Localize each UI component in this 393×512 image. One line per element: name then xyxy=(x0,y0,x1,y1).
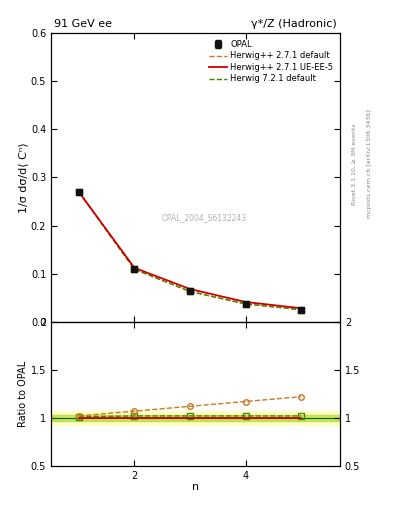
Herwig++ 2.7.1 UE-EE-5 xyxy=(132,265,137,271)
Herwig++ 2.7.1 default xyxy=(77,189,81,195)
Line: Herwig 7.2.1 default: Herwig 7.2.1 default xyxy=(79,192,301,310)
Herwig++ 2.7.1 default xyxy=(187,288,192,294)
Legend: OPAL, Herwig++ 2.7.1 default, Herwig++ 2.7.1 UE-EE-5, Herwig 7.2.1 default: OPAL, Herwig++ 2.7.1 default, Herwig++ 2… xyxy=(206,37,336,86)
Herwig 7.2.1 default xyxy=(77,189,81,195)
Herwig++ 2.7.1 default xyxy=(243,301,248,307)
Text: Rivet 3.1.10, ≥ 3M events: Rivet 3.1.10, ≥ 3M events xyxy=(352,123,357,205)
Bar xyxy=(51,411,340,424)
Text: 91 GeV ee: 91 GeV ee xyxy=(54,19,112,29)
Line: Herwig++ 2.7.1 UE-EE-5: Herwig++ 2.7.1 UE-EE-5 xyxy=(79,192,301,308)
Herwig++ 2.7.1 UE-EE-5 xyxy=(77,189,81,195)
Herwig 7.2.1 default xyxy=(132,266,137,272)
X-axis label: n: n xyxy=(192,482,199,492)
Y-axis label: Ratio to OPAL: Ratio to OPAL xyxy=(18,360,28,427)
Text: mcplots.cern.ch [arXiv:1306.3436]: mcplots.cern.ch [arXiv:1306.3436] xyxy=(367,110,373,218)
Text: γ*/Z (Hadronic): γ*/Z (Hadronic) xyxy=(251,19,337,29)
Herwig++ 2.7.1 UE-EE-5 xyxy=(299,305,303,311)
Bar xyxy=(51,415,340,421)
Herwig 7.2.1 default xyxy=(299,307,303,313)
Herwig++ 2.7.1 UE-EE-5 xyxy=(243,299,248,305)
Herwig++ 2.7.1 default xyxy=(132,266,137,272)
Herwig 7.2.1 default xyxy=(243,301,248,307)
Text: OPAL_2004_S6132243: OPAL_2004_S6132243 xyxy=(162,214,247,222)
Y-axis label: 1/σ dσ/d⟨ Cⁿ⟩: 1/σ dσ/d⟨ Cⁿ⟩ xyxy=(18,142,28,213)
Herwig++ 2.7.1 default xyxy=(299,307,303,313)
Herwig 7.2.1 default xyxy=(187,288,192,294)
Line: Herwig++ 2.7.1 default: Herwig++ 2.7.1 default xyxy=(79,192,301,310)
Herwig++ 2.7.1 UE-EE-5 xyxy=(187,286,192,292)
